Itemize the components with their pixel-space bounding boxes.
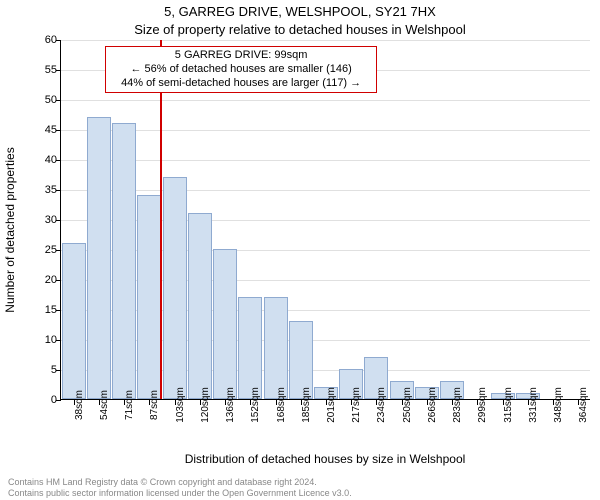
grid-line	[61, 130, 590, 131]
y-tick-label: 20	[33, 274, 57, 286]
y-axis-label: Number of detached properties	[3, 147, 17, 312]
property-annotation: 5 GARREG DRIVE: 99sqm← 56% of detached h…	[105, 46, 377, 93]
y-tick-label: 5	[33, 364, 57, 376]
x-tick-label: 152sqm	[250, 387, 261, 423]
y-tick-label: 50	[33, 94, 57, 106]
footer-line1: Contains HM Land Registry data © Crown c…	[8, 477, 352, 487]
annotation-larger: 44% of semi-detached houses are larger (…	[110, 77, 372, 91]
y-tick-label: 35	[33, 184, 57, 196]
histogram-bar	[238, 297, 262, 399]
histogram-bar	[137, 195, 161, 399]
x-tick-label: 217sqm	[351, 387, 362, 423]
histogram-bar	[87, 117, 111, 399]
x-tick-label: 38sqm	[74, 390, 85, 420]
annotation-smaller: ← 56% of detached houses are smaller (14…	[110, 63, 372, 77]
histogram-bar	[62, 243, 86, 399]
histogram-bar	[213, 249, 237, 399]
y-tick-label: 30	[33, 214, 57, 226]
x-tick-label: 299sqm	[477, 387, 488, 423]
x-tick-label: 331sqm	[528, 387, 539, 423]
histogram-bar	[188, 213, 212, 399]
grid-line	[61, 190, 590, 191]
y-tick-label: 15	[33, 304, 57, 316]
x-tick-label: 185sqm	[301, 387, 312, 423]
x-tick-label: 315sqm	[503, 387, 514, 423]
histogram-bar	[112, 123, 136, 399]
histogram-bar	[163, 177, 187, 399]
x-axis-label: Distribution of detached houses by size …	[60, 452, 590, 466]
x-tick-label: 136sqm	[225, 387, 236, 423]
chart-title-line2: Size of property relative to detached ho…	[0, 22, 600, 37]
chart-container: 5, GARREG DRIVE, WELSHPOOL, SY21 7HX Siz…	[0, 0, 600, 500]
annotation-title: 5 GARREG DRIVE: 99sqm	[110, 49, 372, 63]
x-tick-label: 348sqm	[553, 387, 564, 423]
y-tick-label: 55	[33, 64, 57, 76]
property-marker-line	[160, 40, 162, 399]
x-tick-label: 71sqm	[124, 390, 135, 420]
x-tick-label: 103sqm	[175, 387, 186, 423]
grid-line	[61, 160, 590, 161]
y-tick-label: 0	[33, 394, 57, 406]
y-tick-label: 60	[33, 34, 57, 46]
x-tick-label: 364sqm	[578, 387, 589, 423]
grid-line	[61, 100, 590, 101]
x-tick-label: 87sqm	[149, 390, 160, 420]
y-tick-label: 40	[33, 154, 57, 166]
y-tick-label: 45	[33, 124, 57, 136]
y-tick-label: 25	[33, 244, 57, 256]
x-tick-label: 266sqm	[427, 387, 438, 423]
x-tick-label: 54sqm	[99, 390, 110, 420]
x-tick-label: 250sqm	[402, 387, 413, 423]
footer-line2: Contains public sector information licen…	[8, 488, 352, 498]
x-tick-label: 201sqm	[326, 387, 337, 423]
x-tick-label: 168sqm	[276, 387, 287, 423]
footer-attribution: Contains HM Land Registry data © Crown c…	[8, 477, 352, 498]
plot-area: 05101520253035404550556038sqm54sqm71sqm8…	[60, 40, 590, 400]
histogram-bar	[264, 297, 288, 399]
x-tick-label: 283sqm	[452, 387, 463, 423]
grid-line	[61, 40, 590, 41]
x-tick-label: 234sqm	[376, 387, 387, 423]
x-tick-label: 120sqm	[200, 387, 211, 423]
chart-title-line1: 5, GARREG DRIVE, WELSHPOOL, SY21 7HX	[0, 4, 600, 19]
y-tick-label: 10	[33, 334, 57, 346]
